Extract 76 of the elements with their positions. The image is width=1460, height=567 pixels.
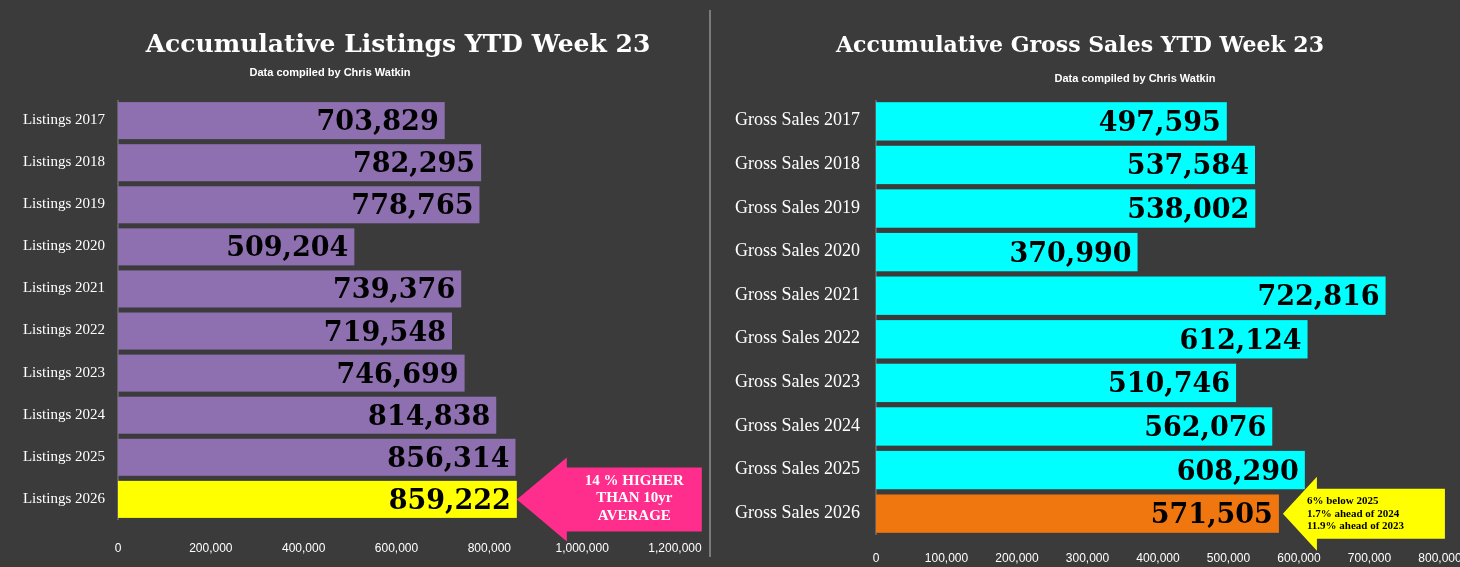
- x-tick-label: 100,000: [924, 551, 969, 566]
- x-tick-label: 200,000: [995, 551, 1040, 566]
- x-tick-label: 200,000: [189, 541, 233, 556]
- data-label: 497,595: [1098, 105, 1221, 137]
- data-label: 778,765: [351, 189, 474, 221]
- x-tick-label: 600,000: [374, 541, 419, 556]
- bar: [876, 494, 1279, 533]
- bar: [876, 145, 1255, 185]
- chart-subtitle: Data compiled by Chris Watkin: [249, 66, 411, 78]
- bar: [876, 189, 1256, 228]
- y-tick-label: Listings 2023: [22, 363, 105, 380]
- x-tick-label: 1,000,000: [555, 541, 610, 556]
- data-label: 538,002: [1127, 193, 1250, 225]
- y-tick-label: Listings 2020: [22, 237, 105, 254]
- x-tick-label: 600,000: [1277, 551, 1322, 566]
- data-label: 703,829: [316, 105, 439, 137]
- data-label: 782,295: [352, 147, 476, 179]
- bar: [876, 276, 1386, 315]
- bar: [876, 102, 1227, 141]
- data-label: 608,290: [1176, 454, 1299, 486]
- x-tick-label: 400,000: [1136, 551, 1181, 566]
- x-tick-label: 400,000: [281, 541, 326, 556]
- y-tick-label: Gross Sales 2022: [735, 327, 860, 348]
- bar: [876, 363, 1237, 403]
- data-label: 856,314: [387, 441, 510, 473]
- annotation: 6% below 2025 1.7% ahead of 2024 11.9% ahead of 2023: [1306, 493, 1405, 531]
- data-label: 537,584: [1126, 149, 1249, 181]
- data-label: 746,699: [336, 357, 459, 389]
- bar: [876, 450, 1305, 490]
- bar: [118, 312, 452, 350]
- data-label: 510,746: [1107, 367, 1231, 399]
- data-label: 722,816: [1257, 280, 1380, 312]
- y-tick-label: Listings 2018: [22, 153, 105, 170]
- bar: [118, 270, 462, 308]
- annotation: 14 % HIGHER THAN 10yr AVERAGE: [584, 472, 685, 524]
- y-tick-label: Gross Sales 2020: [735, 240, 860, 261]
- x-tick-label: 0: [114, 541, 122, 556]
- bar: [118, 186, 480, 224]
- data-label: 571,505: [1150, 498, 1273, 530]
- x-tick-label: 700,000: [1347, 551, 1392, 566]
- x-tick-label: 0: [872, 551, 880, 566]
- data-label: 814,838: [368, 399, 491, 431]
- bar: [118, 354, 465, 392]
- y-tick-label: Gross Sales 2021: [735, 283, 860, 304]
- y-tick-label: Gross Sales 2023: [735, 371, 860, 392]
- x-tick-label: 1,200,000: [648, 541, 703, 556]
- bar: [876, 407, 1273, 446]
- y-tick-label: Gross Sales 2025: [735, 458, 860, 479]
- chart-title: Accumulative Gross Sales YTD Week 23: [835, 31, 1324, 57]
- x-tick-label: 300,000: [1065, 551, 1110, 566]
- y-tick-label: Listings 2021: [22, 279, 105, 296]
- bar: [876, 320, 1308, 359]
- data-label: 562,076: [1144, 410, 1267, 442]
- y-tick-label: Gross Sales 2024: [735, 414, 860, 435]
- y-tick-label: Listings 2024: [22, 405, 106, 422]
- data-label: 370,990: [1009, 236, 1132, 268]
- bar: [118, 396, 497, 434]
- y-tick-label: Gross Sales 2026: [735, 501, 860, 522]
- y-tick-label: Gross Sales 2017: [735, 109, 860, 130]
- data-label: 859,222: [388, 483, 511, 515]
- y-tick-label: Listings 2025: [22, 447, 105, 464]
- data-label: 509,204: [226, 231, 349, 263]
- chart-title: Accumulative Listings YTD Week 23: [144, 29, 651, 58]
- chart-subtitle: Data compiled by Chris Watkin: [1054, 72, 1216, 84]
- y-tick-label: Listings 2019: [22, 195, 105, 212]
- data-label: 719,548: [323, 315, 446, 347]
- y-tick-label: Listings 2022: [22, 321, 105, 338]
- y-tick-label: Listings 2026: [22, 489, 106, 506]
- data-label: 739,376: [333, 273, 456, 305]
- y-tick-label: Gross Sales 2018: [735, 153, 860, 174]
- bar: [118, 144, 482, 182]
- x-tick-label: 500,000: [1206, 551, 1251, 566]
- data-label: 612,124: [1179, 323, 1302, 355]
- y-tick-label: Gross Sales 2019: [735, 196, 860, 217]
- y-tick-label: Listings 2017: [22, 111, 106, 128]
- x-tick-label: 800,000: [467, 541, 512, 556]
